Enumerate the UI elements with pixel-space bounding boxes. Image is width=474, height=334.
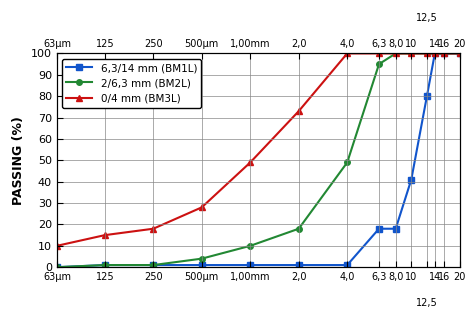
2/6,3 mm (BM2L) (199, 257, 205, 261)
Line: 6,3/14 mm (BM1L): 6,3/14 mm (BM1L) (54, 51, 463, 270)
2/6,3 mm (BM2L) (424, 51, 430, 55)
0/4 mm (BM3L) (247, 160, 253, 164)
6,3/14 mm (BM1L) (457, 51, 463, 55)
2/6,3 mm (BM2L) (432, 51, 438, 55)
2/6,3 mm (BM2L) (409, 51, 414, 55)
6,3/14 mm (BM1L) (150, 263, 156, 267)
6,3/14 mm (BM1L) (54, 265, 60, 269)
2/6,3 mm (BM2L) (441, 51, 447, 55)
0/4 mm (BM3L) (376, 51, 382, 55)
2/6,3 mm (BM2L) (345, 160, 350, 164)
6,3/14 mm (BM1L) (424, 94, 430, 98)
6,3/14 mm (BM1L) (376, 227, 382, 231)
0/4 mm (BM3L) (102, 233, 108, 237)
6,3/14 mm (BM1L) (441, 51, 447, 55)
Legend: 6,3/14 mm (BM1L), 2/6,3 mm (BM2L), 0/4 mm (BM3L): 6,3/14 mm (BM1L), 2/6,3 mm (BM2L), 0/4 m… (62, 59, 201, 108)
0/4 mm (BM3L) (393, 51, 399, 55)
0/4 mm (BM3L) (296, 109, 301, 113)
0/4 mm (BM3L) (409, 51, 414, 55)
6,3/14 mm (BM1L) (199, 263, 205, 267)
0/4 mm (BM3L) (441, 51, 447, 55)
Line: 2/6,3 mm (BM2L): 2/6,3 mm (BM2L) (54, 51, 463, 270)
2/6,3 mm (BM2L) (296, 227, 301, 231)
2/6,3 mm (BM2L) (54, 265, 60, 269)
0/4 mm (BM3L) (432, 51, 438, 55)
0/4 mm (BM3L) (54, 244, 60, 248)
2/6,3 mm (BM2L) (247, 244, 253, 248)
6,3/14 mm (BM1L) (393, 227, 399, 231)
X-axis label: SIEVES: SIEVES (234, 333, 283, 334)
0/4 mm (BM3L) (457, 51, 463, 55)
0/4 mm (BM3L) (424, 51, 430, 55)
2/6,3 mm (BM2L) (457, 51, 463, 55)
Y-axis label: PASSING (%): PASSING (%) (12, 116, 26, 205)
0/4 mm (BM3L) (199, 205, 205, 209)
6,3/14 mm (BM1L) (296, 263, 301, 267)
2/6,3 mm (BM2L) (393, 51, 399, 55)
6,3/14 mm (BM1L) (247, 263, 253, 267)
2/6,3 mm (BM2L) (102, 263, 108, 267)
2/6,3 mm (BM2L) (376, 62, 382, 66)
6,3/14 mm (BM1L) (409, 178, 414, 182)
0/4 mm (BM3L) (345, 51, 350, 55)
0/4 mm (BM3L) (150, 227, 156, 231)
6,3/14 mm (BM1L) (102, 263, 108, 267)
2/6,3 mm (BM2L) (150, 263, 156, 267)
Line: 0/4 mm (BM3L): 0/4 mm (BM3L) (54, 51, 463, 248)
6,3/14 mm (BM1L) (345, 263, 350, 267)
6,3/14 mm (BM1L) (432, 51, 438, 55)
